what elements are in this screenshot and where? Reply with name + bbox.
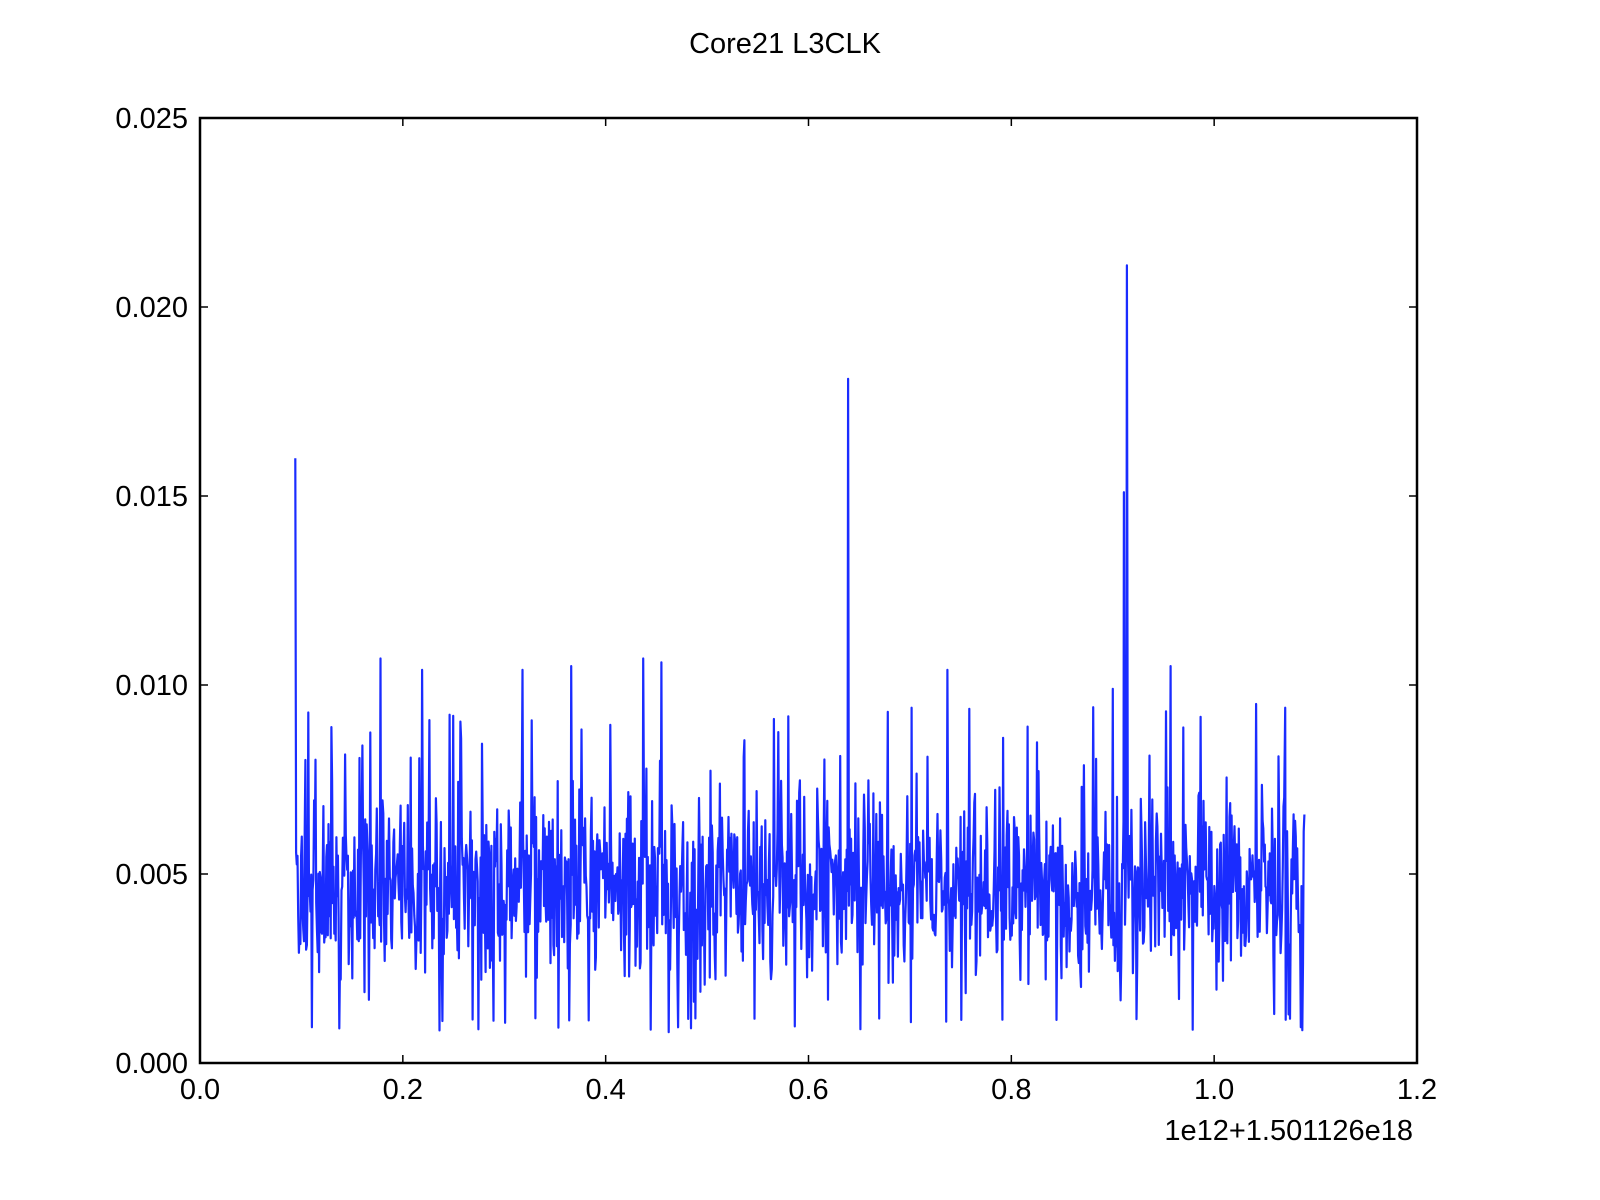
y-tick-label: 0.025 bbox=[115, 103, 188, 135]
y-tick-label: 0.020 bbox=[115, 292, 188, 324]
x-axis: 0.0 0.2 0.4 0.6 0.8 1.0 1.2 bbox=[180, 118, 1437, 1106]
chart-title: Core21 L3CLK bbox=[689, 28, 881, 60]
x-axis-offset-label: 1e12+1.501126e18 bbox=[1164, 1115, 1413, 1147]
y-tick-label: 0.005 bbox=[115, 859, 188, 891]
x-tick-label: 0.8 bbox=[991, 1074, 1031, 1106]
x-tick-label: 1.0 bbox=[1194, 1074, 1234, 1106]
y-tick-label: 0.000 bbox=[115, 1048, 188, 1080]
y-axis: 0.000 0.005 0.010 0.015 0.020 0.025 bbox=[115, 103, 1417, 1080]
x-tick-label: 0.4 bbox=[586, 1074, 626, 1106]
y-tick-label: 0.010 bbox=[115, 670, 188, 702]
x-tick-label: 0.0 bbox=[180, 1074, 220, 1106]
y-tick-label: 0.015 bbox=[115, 481, 188, 513]
x-tick-label: 0.2 bbox=[383, 1074, 423, 1106]
x-tick-label: 1.2 bbox=[1397, 1074, 1437, 1106]
x-tick-label: 0.6 bbox=[788, 1074, 828, 1106]
series-line bbox=[294, 264, 1306, 1034]
series-layer bbox=[294, 264, 1306, 1034]
